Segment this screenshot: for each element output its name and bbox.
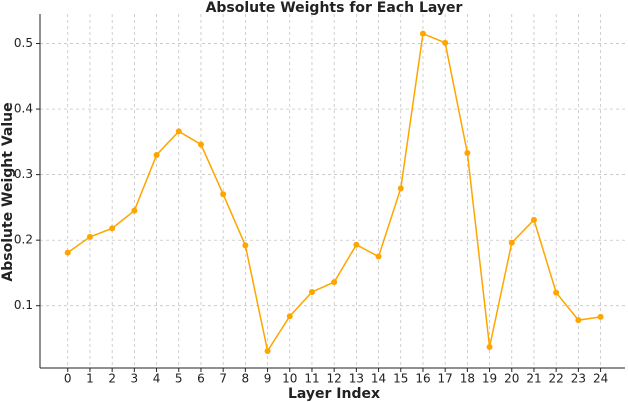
point bbox=[264, 347, 271, 354]
x-tick-label: 7 bbox=[219, 372, 227, 386]
point bbox=[153, 151, 160, 158]
point bbox=[331, 279, 338, 286]
y-tick-label: 0.2 bbox=[14, 233, 33, 247]
x-tick-label: 24 bbox=[593, 372, 608, 386]
y-tick-label: 0.3 bbox=[14, 167, 33, 181]
x-tick-label: 18 bbox=[460, 372, 475, 386]
point bbox=[375, 253, 382, 260]
point bbox=[419, 30, 426, 37]
point bbox=[442, 39, 449, 46]
y-tick-label: 0.4 bbox=[14, 102, 33, 116]
point bbox=[286, 313, 293, 320]
point bbox=[486, 344, 493, 351]
x-tick-label: 12 bbox=[327, 372, 342, 386]
x-tick-label: 10 bbox=[282, 372, 297, 386]
x-tick-label: 16 bbox=[415, 372, 430, 386]
point bbox=[64, 249, 71, 256]
x-tick-label: 0 bbox=[64, 372, 72, 386]
x-tick-label: 9 bbox=[264, 372, 272, 386]
x-tick-label: 19 bbox=[482, 372, 497, 386]
y-axis-label: Absolute Weight Value bbox=[0, 102, 16, 281]
point bbox=[575, 317, 582, 324]
point bbox=[597, 313, 604, 320]
x-tick-label: 20 bbox=[504, 372, 519, 386]
x-tick-label: 5 bbox=[175, 372, 183, 386]
point bbox=[353, 241, 360, 248]
x-tick-label: 6 bbox=[197, 372, 205, 386]
x-tick-label: 14 bbox=[371, 372, 386, 386]
point bbox=[308, 288, 315, 295]
point bbox=[86, 233, 93, 240]
x-tick-label: 15 bbox=[393, 372, 408, 386]
point bbox=[553, 289, 560, 296]
point bbox=[197, 141, 204, 148]
point bbox=[175, 128, 182, 135]
x-tick-label: 3 bbox=[131, 372, 139, 386]
x-tick-label: 11 bbox=[304, 372, 319, 386]
x-tick-label: 1 bbox=[86, 372, 94, 386]
point bbox=[464, 149, 471, 156]
point bbox=[530, 216, 537, 223]
point bbox=[131, 207, 138, 214]
chart-title: Absolute Weights for Each Layer bbox=[206, 0, 463, 16]
x-tick-label: 17 bbox=[438, 372, 453, 386]
x-axis-label: Layer Index bbox=[288, 386, 380, 402]
x-tick-label: 21 bbox=[526, 372, 541, 386]
x-tick-label: 2 bbox=[108, 372, 116, 386]
point bbox=[397, 185, 404, 192]
x-tick-label: 4 bbox=[153, 372, 161, 386]
x-tick-label: 8 bbox=[242, 372, 250, 386]
point bbox=[242, 242, 249, 249]
y-tick-label: 0.5 bbox=[14, 36, 33, 50]
x-tick-label: 22 bbox=[549, 372, 564, 386]
point bbox=[508, 239, 515, 246]
y-tick-label: 0.1 bbox=[14, 298, 33, 312]
point bbox=[220, 191, 227, 198]
x-tick-label: 23 bbox=[571, 372, 586, 386]
point bbox=[109, 225, 116, 232]
x-tick-label: 13 bbox=[349, 372, 364, 386]
